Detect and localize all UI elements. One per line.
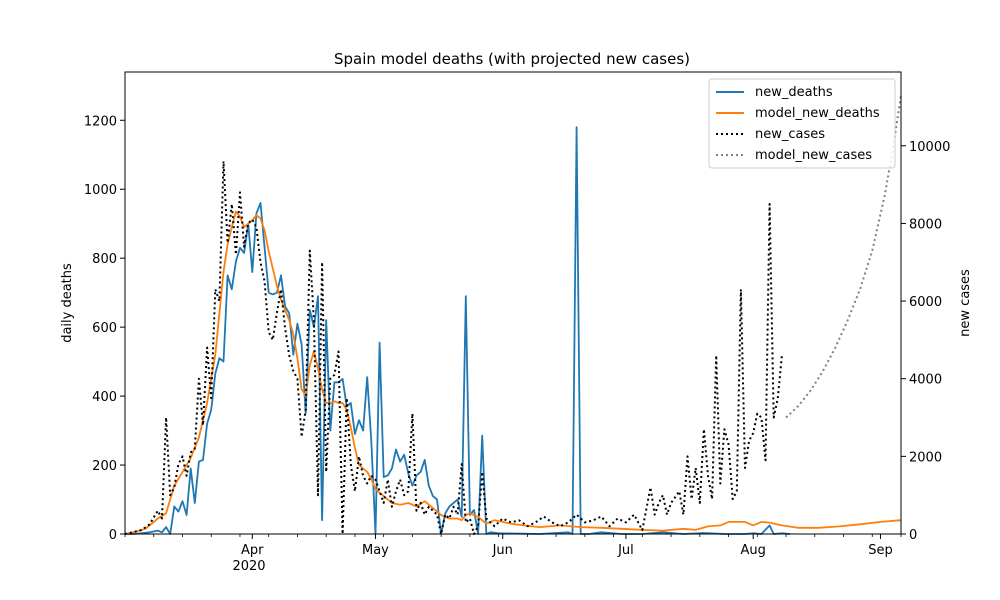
left-tick-label: 200 xyxy=(92,459,117,474)
legend-box xyxy=(708,78,896,169)
right-tick-label: 4000 xyxy=(909,373,942,388)
x-axis: Apr May Jun Jul Aug Sep xyxy=(124,534,902,558)
right-axis: 0 2000 4000 6000 8000 10000 xyxy=(901,140,950,543)
right-tick-label: 10000 xyxy=(909,140,950,155)
left-tick-label: 400 xyxy=(92,390,117,405)
left-axis-label: daily deaths xyxy=(60,263,75,343)
left-axis: 0 200 400 600 800 1000 1200 xyxy=(84,114,125,543)
x-tick-label: Aug xyxy=(740,543,765,558)
right-tick-label: 0 xyxy=(909,528,917,543)
x-tick-label: May xyxy=(362,543,389,558)
right-tick-label: 8000 xyxy=(909,217,942,232)
right-tick-label: 6000 xyxy=(909,295,942,310)
x-tick-label: Jun xyxy=(492,543,513,558)
legend-label-model-new-cases: model_new_cases xyxy=(755,148,872,163)
left-tick-label: 600 xyxy=(92,321,117,336)
series-line-new-cases xyxy=(124,160,783,535)
legend-label-new-cases: new_cases xyxy=(755,127,825,142)
x-tick-label: Apr xyxy=(241,543,264,558)
left-tick-label: 800 xyxy=(92,252,117,267)
x-tick-label: Jul xyxy=(617,543,634,558)
x-year-label: 2020 xyxy=(232,559,265,574)
legend-label-model-new-deaths: model_new_deaths xyxy=(755,106,880,121)
left-tick-label: 1000 xyxy=(84,183,117,198)
legend: new_deaths model_new_deaths new_cases mo… xyxy=(708,78,896,169)
series-line-model-new-cases xyxy=(785,95,902,419)
right-axis-label: new cases xyxy=(958,269,973,337)
series-line-new-deaths xyxy=(125,126,791,535)
left-tick-label: 1200 xyxy=(84,114,117,129)
series-line-model-new-deaths xyxy=(124,210,902,535)
legend-label-new-deaths: new_deaths xyxy=(755,85,833,100)
plot-frame xyxy=(124,71,902,535)
right-tick-label: 2000 xyxy=(909,450,942,465)
chart-title: Spain model deaths (with projected new c… xyxy=(334,50,690,68)
x-tick-label: Sep xyxy=(868,543,893,558)
left-tick-label: 0 xyxy=(109,528,117,543)
series-layer xyxy=(124,95,902,535)
